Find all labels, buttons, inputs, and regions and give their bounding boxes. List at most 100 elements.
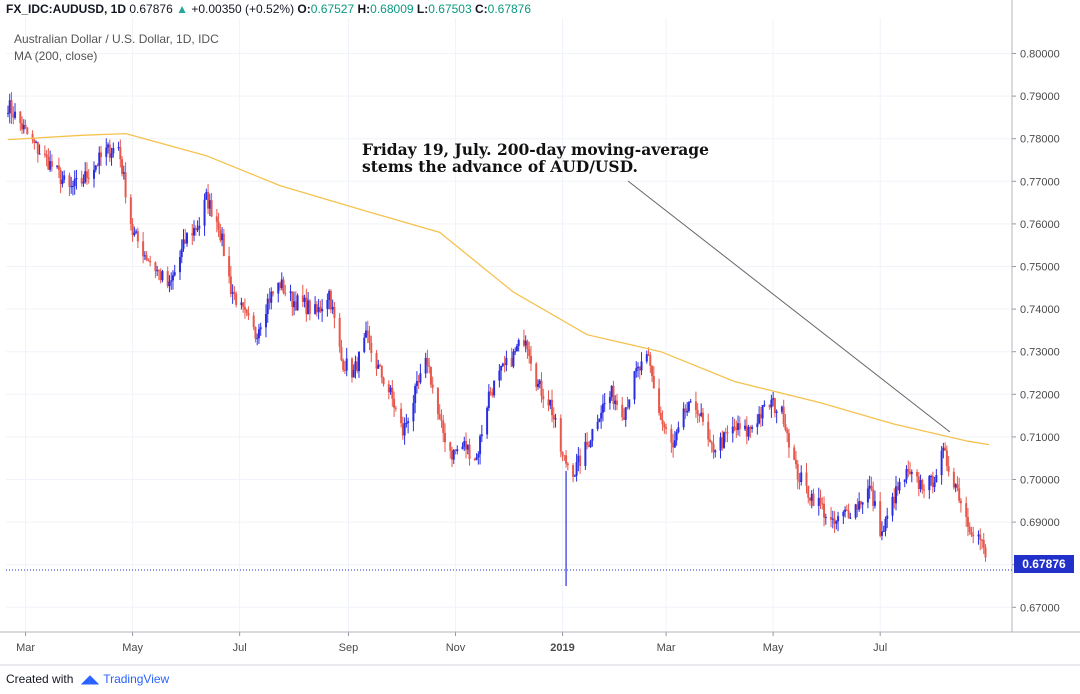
candle — [661, 410, 664, 431]
candle — [930, 474, 933, 486]
y-tick-label: 0.77000 — [1020, 176, 1060, 188]
x-tick-label: May — [122, 642, 143, 654]
candle — [294, 291, 297, 312]
candle — [340, 339, 343, 362]
candle — [561, 451, 564, 462]
candle — [572, 463, 575, 483]
candle — [621, 397, 624, 421]
candle — [377, 359, 380, 369]
candle — [735, 420, 738, 438]
x-tick-label: 2019 — [550, 642, 574, 654]
candle — [191, 224, 194, 246]
candle — [296, 293, 299, 311]
candle — [461, 442, 464, 450]
candle — [868, 475, 871, 499]
candle — [805, 463, 808, 494]
candle — [733, 418, 736, 432]
candle — [723, 431, 726, 449]
candle — [665, 423, 668, 435]
candle — [573, 474, 576, 477]
candle — [861, 501, 864, 514]
candle — [849, 512, 852, 520]
candle — [896, 481, 899, 496]
candle — [842, 510, 845, 525]
candle — [817, 487, 820, 516]
candle — [47, 148, 50, 170]
candle — [744, 419, 747, 432]
candle — [184, 228, 187, 244]
candle — [401, 416, 404, 440]
candle — [178, 250, 181, 281]
candle — [400, 402, 403, 428]
candle — [707, 413, 710, 447]
candle — [159, 268, 162, 284]
candle — [526, 339, 529, 359]
candle — [43, 145, 46, 158]
candle — [880, 521, 883, 541]
candle — [547, 390, 550, 412]
candle — [319, 300, 322, 313]
candle — [866, 479, 869, 509]
candle — [182, 229, 185, 252]
x-tick-label: Jul — [233, 642, 247, 654]
candle — [909, 462, 912, 476]
tradingview-logo-icon[interactable]: ◢◣ — [80, 672, 100, 686]
candle — [352, 364, 355, 378]
candle — [380, 365, 383, 384]
candle — [738, 416, 741, 437]
candle — [391, 380, 394, 407]
annotation-line-1: Friday 19, July. 200-day moving-average — [362, 140, 710, 159]
candle — [222, 229, 225, 257]
candle — [131, 217, 134, 242]
candle — [365, 321, 368, 338]
candle — [407, 417, 410, 434]
candle — [370, 335, 373, 363]
candle — [80, 170, 83, 187]
candle — [194, 225, 197, 236]
high-label: H: — [357, 2, 371, 16]
candle — [136, 227, 139, 249]
candle — [854, 503, 857, 520]
x-tick-label: Mar — [16, 642, 35, 654]
candle — [161, 269, 164, 283]
footer[interactable]: Created with ◢◣ TradingView — [6, 672, 169, 686]
candle — [257, 323, 260, 344]
candle — [965, 496, 968, 527]
candle — [787, 428, 790, 458]
candle — [673, 430, 676, 448]
candle — [721, 430, 724, 451]
candle — [468, 438, 471, 466]
x-tick-label: Mar — [657, 642, 676, 654]
candle — [14, 103, 17, 120]
candle — [921, 478, 924, 494]
candle — [329, 289, 332, 314]
candle — [305, 288, 308, 322]
candle — [307, 292, 310, 315]
candle — [919, 474, 922, 493]
candle — [626, 396, 629, 410]
candle — [45, 150, 48, 167]
candle — [696, 403, 699, 424]
candle — [858, 492, 861, 512]
candle — [173, 264, 176, 277]
candle — [773, 397, 776, 418]
candle — [600, 405, 603, 429]
candle — [333, 302, 336, 329]
candle — [635, 361, 638, 378]
candle — [565, 450, 568, 468]
footer-brand[interactable]: TradingView — [103, 672, 170, 686]
candle — [768, 404, 771, 410]
candle — [368, 325, 371, 351]
candle — [940, 446, 943, 485]
candle — [135, 229, 138, 234]
candle — [231, 284, 234, 304]
candle — [73, 170, 76, 195]
candle — [821, 497, 824, 510]
candle — [21, 116, 24, 135]
candle — [375, 350, 378, 376]
candle — [100, 145, 103, 166]
candle — [94, 165, 97, 173]
candle — [831, 510, 834, 529]
candle — [968, 522, 971, 535]
